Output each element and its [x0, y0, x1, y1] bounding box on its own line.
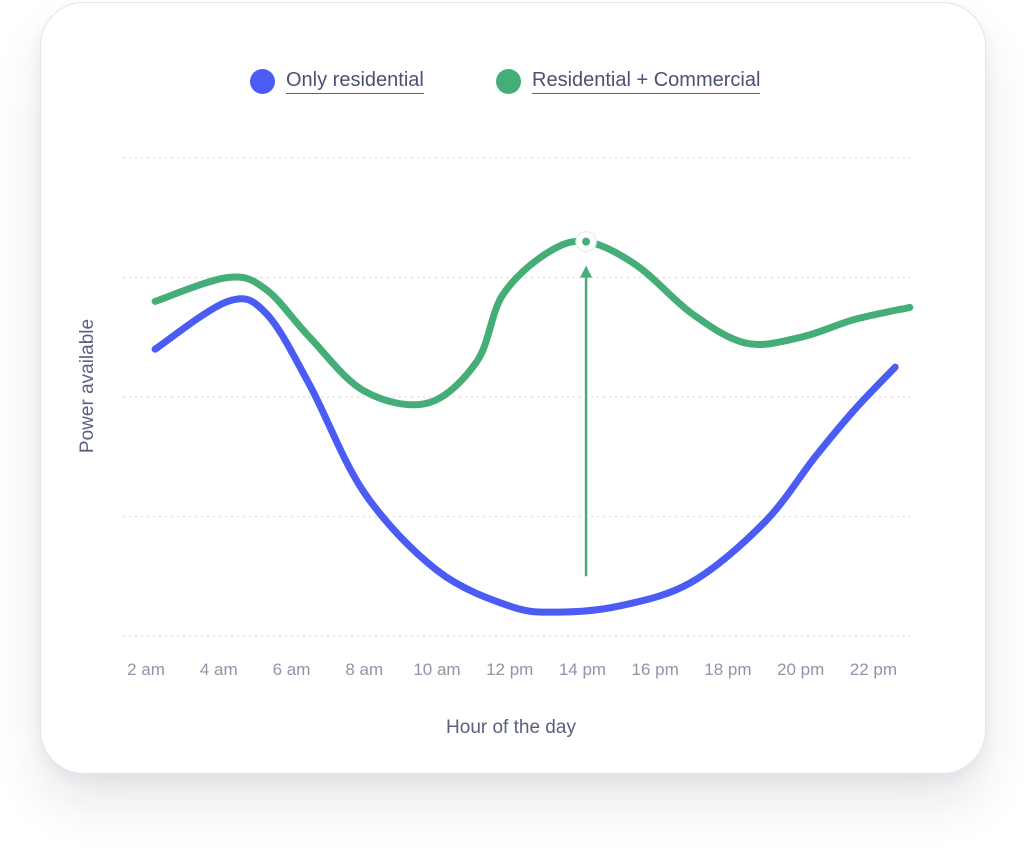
x-tick-label: 4 am [200, 660, 238, 679]
x-axis-label: Hour of the day [446, 717, 576, 738]
x-tick-label: 14 pm [559, 660, 606, 679]
y-axis-label: Power available [77, 319, 98, 453]
legend-label-only-residential: Only residential [286, 69, 424, 94]
legend-dot-only-residential [250, 68, 275, 94]
series-lines [151, 237, 914, 616]
x-tick-label: 20 pm [777, 660, 824, 679]
x-tick-label: 12 pm [486, 660, 533, 679]
annotations [575, 230, 597, 577]
series-line-only-residential [151, 295, 899, 616]
x-tick-label: 22 pm [850, 660, 897, 679]
legend-dot-residential-commercial [496, 68, 521, 94]
x-tick-label: 16 pm [632, 660, 679, 679]
gridlines [123, 157, 910, 637]
legend-item-residential-commercial[interactable]: Residential + Commercial [496, 66, 761, 96]
highlight-point-dot [582, 237, 591, 246]
legend-item-only-residential[interactable]: Only residential [250, 66, 424, 96]
x-tick-label: 6 am [273, 660, 311, 679]
legend-label-residential-commercial: Residential + Commercial [532, 69, 761, 94]
annotation-arrow-head [580, 265, 593, 278]
chart-card [40, 2, 986, 774]
x-tick-label: 10 am [413, 660, 460, 679]
series-line-residential-commercial [151, 237, 914, 409]
x-tick-label: 18 pm [704, 660, 751, 679]
x-axis-ticks: 2 am 4 am 6 am 8 am 10 am 12 pm 14 pm 16 pm 18 p… [127, 660, 897, 679]
x-tick-label: 2 am [127, 660, 165, 679]
x-tick-label: 8 am [345, 660, 383, 679]
